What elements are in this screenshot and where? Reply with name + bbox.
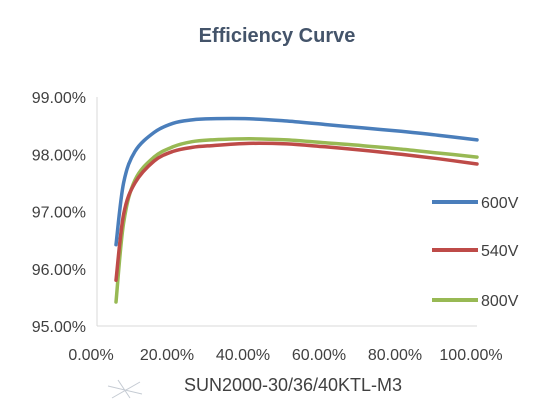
cursor-icon (107, 379, 143, 399)
legend-label-800v: 800V (481, 293, 519, 310)
x-tick-label: 0.00% (68, 347, 113, 364)
x-tick-label: 100.00% (439, 347, 502, 364)
y-tick-label: 95.00% (32, 319, 86, 336)
series-lines (114, 116, 479, 304)
y-tick-label: 99.00% (32, 90, 86, 107)
x-tick-label: 80.00% (368, 347, 422, 364)
model-label: SUN2000-30/36/40KTL-M3 (184, 375, 402, 395)
series-line-600v (114, 116, 479, 247)
legend: 600V 540V 800V (432, 195, 519, 310)
y-tick-label: 97.00% (32, 205, 86, 222)
tick-labels: 95.00% 96.00% 97.00% 98.00% 99.00% 0.00% 20.00… (32, 90, 503, 364)
y-tick-label: 96.00% (32, 262, 86, 279)
y-tick-label: 98.00% (32, 147, 86, 164)
x-tick-label: 40.00% (216, 347, 270, 364)
legend-label-540v: 540V (481, 243, 519, 260)
chart-title: Efficiency Curve (199, 25, 356, 47)
x-tick-label: 60.00% (292, 347, 346, 364)
x-tick-label: 20.00% (140, 347, 194, 364)
series-line-800v (114, 137, 479, 304)
axes (96, 97, 477, 327)
legend-label-600v: 600V (481, 195, 519, 212)
series-line-540v (114, 141, 479, 282)
